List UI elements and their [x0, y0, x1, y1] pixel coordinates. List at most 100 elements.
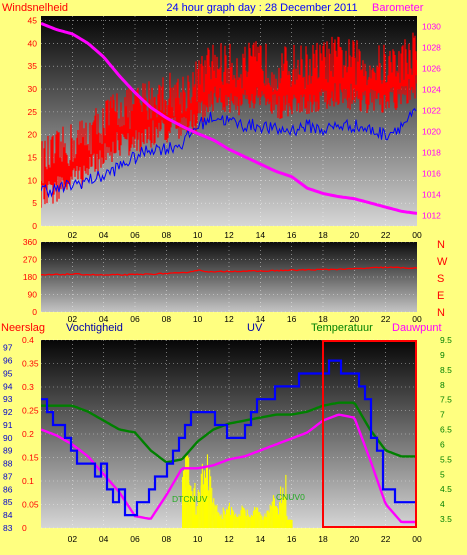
- temperature-y-tick: 4: [440, 499, 445, 509]
- direction-x-tick: 22: [381, 314, 391, 324]
- uv-bar: [251, 515, 253, 528]
- uv-bar: [262, 519, 264, 528]
- uv-bar: [233, 511, 235, 528]
- direction-x-tick: 16: [287, 314, 297, 324]
- uv-bar: [239, 516, 241, 528]
- temperature-line: [41, 401, 417, 464]
- climate-x-tick: 14: [256, 534, 266, 544]
- wind-y-tick: 45: [28, 16, 38, 26]
- uv-bar: [291, 520, 293, 528]
- uv-bar: [201, 463, 203, 528]
- uv-bar: [255, 509, 257, 528]
- uv-bar: [190, 486, 192, 528]
- uv-bar: [245, 516, 247, 528]
- uv-bar: [192, 496, 194, 528]
- barometer-y-tick: 1026: [422, 64, 441, 74]
- uv-bar: [212, 502, 214, 528]
- uv-bar: [282, 487, 284, 528]
- uv-bar: [257, 510, 259, 528]
- wind-x-tick: 00: [412, 230, 422, 240]
- dewpoint-label: Dauwpunt: [392, 322, 442, 334]
- uv-bar: [230, 514, 232, 528]
- uv-bar: [271, 501, 273, 528]
- barometer-label: Barometer: [372, 2, 424, 14]
- wind-y-tick: 40: [28, 38, 38, 48]
- uv-bar: [219, 518, 221, 528]
- uv-bar: [281, 503, 283, 528]
- uv-bar: [232, 509, 234, 528]
- humidity-y-ticks: 97 96 95 94 93 92 91 90 89 88 87 86 85 84 83: [3, 343, 13, 533]
- barometer-y-tick: 1022: [422, 106, 441, 116]
- uv-bar: [250, 517, 252, 528]
- uv-bar: [263, 516, 265, 528]
- uv-bar: [277, 508, 279, 528]
- uv-bar: [248, 516, 250, 528]
- direction-y-tick: 270: [23, 255, 37, 265]
- wind-y-tick: 20: [28, 130, 38, 140]
- uv-bar: [187, 455, 189, 528]
- wind-speed-label: Windsnelheid: [2, 2, 68, 14]
- uv-bar: [196, 506, 198, 528]
- gust-series: [41, 32, 417, 208]
- wind-y-tick: 15: [28, 153, 38, 163]
- graph-title: 24 hour graph day : 28 December 2011: [166, 2, 357, 14]
- uv-bar: [267, 510, 269, 528]
- uv-bar: [220, 514, 222, 528]
- uv-y-tick: 0.3: [22, 382, 34, 392]
- uv-y-tick: 0: [22, 523, 27, 533]
- barometer-y-tick: 1018: [422, 148, 441, 158]
- climate-x-tick: 10: [193, 534, 203, 544]
- uv-bar: [256, 507, 258, 528]
- uv-bar: [240, 510, 242, 528]
- direction-x-ticks: 02 04 06 08 10 12 14 16 18 20 22 00: [68, 314, 422, 324]
- uv-bar: [229, 510, 231, 528]
- highlight-rect: [322, 340, 417, 528]
- uv-bar: [247, 517, 249, 528]
- dewpoint-series: [41, 413, 417, 524]
- uv-bar: [290, 519, 292, 528]
- uv-bar: [198, 492, 200, 528]
- uv-bar: [193, 488, 195, 528]
- humidity-y-tick: 86: [3, 484, 13, 494]
- uv-bar: [276, 506, 278, 528]
- uv-bar: [236, 517, 238, 528]
- uv-bar: [235, 516, 237, 528]
- compass-label: N: [437, 239, 445, 251]
- uv-bar: [249, 517, 251, 528]
- uv-bar: [234, 515, 236, 528]
- uv-y-tick: 0.1: [22, 476, 34, 486]
- uv-bar: [264, 513, 266, 528]
- uv-bar: [242, 507, 244, 528]
- uv-bar: [254, 507, 256, 528]
- uv-bar: [224, 514, 226, 528]
- uv-bar: [216, 504, 218, 528]
- wind-x-tick: 04: [99, 230, 109, 240]
- compass-label: S: [437, 273, 444, 285]
- uv-bar: [218, 513, 220, 528]
- temperature-y-tick: 3.5: [440, 514, 452, 524]
- humidity-y-tick: 90: [3, 433, 13, 443]
- uv-bar: [261, 515, 263, 528]
- uv-bar: [197, 489, 199, 528]
- uv-bar: [204, 477, 206, 528]
- wind-x-tick: 22: [381, 230, 391, 240]
- uv-y-tick: 0.4: [22, 335, 34, 345]
- climate-panel: Neerslag Vochtigheid UV Temperatuur Dauw…: [1, 322, 452, 544]
- uv-bar: [259, 512, 261, 528]
- direction-x-tick: 18: [318, 314, 328, 324]
- uv-bar: [203, 472, 205, 528]
- barometer-y-tick: 1016: [422, 169, 441, 179]
- temperature-y-tick: 8: [440, 380, 445, 390]
- barometer-y-tick: 1020: [422, 127, 441, 137]
- uv-bar: [231, 507, 233, 528]
- uv-bar: [274, 506, 276, 528]
- direction-y-tick: 0: [32, 307, 37, 317]
- temperature-y-tick: 5.5: [440, 454, 452, 464]
- wind-direction-line: [41, 266, 417, 277]
- direction-y-ticks: 360 270 180 90 0: [23, 237, 37, 317]
- humidity-label: Vochtigheid: [66, 322, 123, 334]
- highlight-box: [322, 340, 417, 528]
- uv-bar: [195, 514, 197, 528]
- uv-bar: [266, 510, 268, 528]
